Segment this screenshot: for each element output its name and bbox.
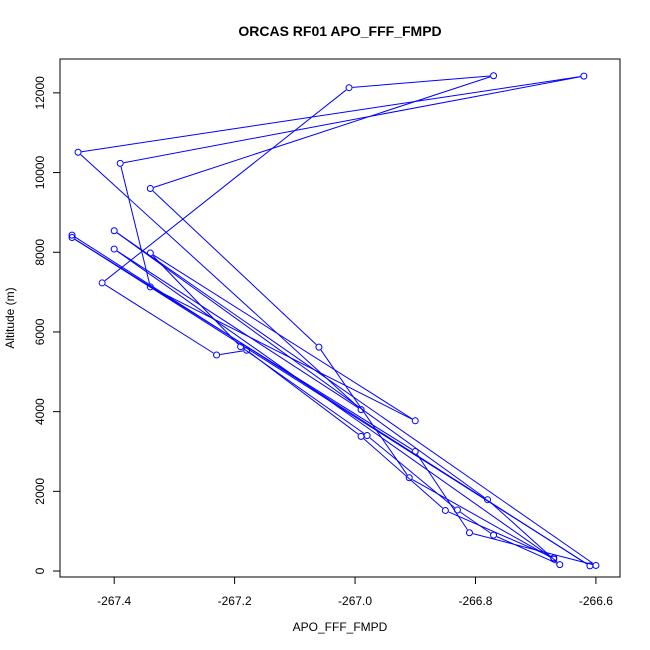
y-tick-label: 0 [33,567,47,574]
y-axis-label: Altitude (m) [3,287,17,348]
series-line-segment [152,190,317,345]
series-line-segment [448,511,551,557]
plot-frame [59,58,621,578]
series-line-segment [352,75,491,88]
y-tick-label: 10000 [33,156,47,190]
data-point [110,227,118,235]
data-point [315,343,323,351]
data-point [550,554,558,562]
series-line-group [74,75,594,566]
series-line-segment [320,349,408,476]
data-point [237,343,245,351]
data-point [68,234,76,242]
series-line-segment [152,255,239,345]
series-line-segment [116,250,552,558]
series-line-segment [496,536,557,564]
data-point [490,72,498,80]
series-line-segment [220,350,244,355]
x-tick-label: -267.0 [338,594,372,608]
data-point [116,159,124,167]
data-point [146,185,154,192]
x-tick-label: -267.4 [97,594,131,608]
data-point [490,531,498,539]
series-line-segment [104,284,214,354]
data-point [74,148,82,156]
data-point [146,249,154,257]
data-point [68,231,76,239]
data-point [556,561,564,569]
series-line-segment [116,232,594,564]
data-point [345,84,353,92]
series-line-segment [74,238,413,451]
data-point [484,496,492,504]
series-line-segment [116,232,485,498]
series-line-segment [123,76,581,164]
data-point [110,245,118,253]
data-point [453,506,461,514]
data-point [441,506,449,514]
series-line-segment [153,254,413,420]
data-point [357,406,365,414]
series-line-segment [120,166,150,284]
y-tick-label: 12000 [33,76,47,110]
series-line-segment [249,352,359,435]
y-tick-label: 6000 [33,318,47,345]
data-point [465,529,473,537]
series-line-segment [153,288,413,420]
data-point [213,351,221,359]
x-tick-label: -266.8 [458,594,492,608]
series-line-segment [489,501,558,563]
series-line-segment [81,76,581,153]
y-tick-label: 4000 [33,398,47,425]
series-line-segment [80,154,359,408]
series-line-segment [116,250,359,409]
x-tick-label: -267.2 [218,594,252,608]
data-point [405,474,413,482]
series-line-segment [153,76,491,188]
data-point [98,279,106,287]
data-point [146,283,154,291]
x-axis-label: APO_FFF_FMPD [293,620,388,634]
x-axis: -267.4 -267.2 -267.0 -266.8 -266.6 [97,577,613,608]
x-tick-label: -266.6 [579,594,613,608]
series-line-segment [363,438,444,509]
series-line-segment [460,511,491,534]
data-point [357,432,365,440]
y-tick-label: 2000 [33,478,47,505]
series-line-segment [416,454,468,531]
y-axis: 0 2000 4000 6000 8000 10000 12000 [33,76,60,574]
series-line-segment [369,437,455,509]
series-line-segment [104,89,347,282]
data-point [592,561,600,569]
series-line-segment [412,479,551,558]
chart-title: ORCAS RF01 APO_FFF_FMPD [238,23,441,39]
data-point [580,72,588,80]
data-point [411,447,419,455]
y-tick-label: 8000 [33,239,47,266]
data-point [243,346,251,354]
series-points-group [68,72,600,570]
data-point [411,417,419,425]
